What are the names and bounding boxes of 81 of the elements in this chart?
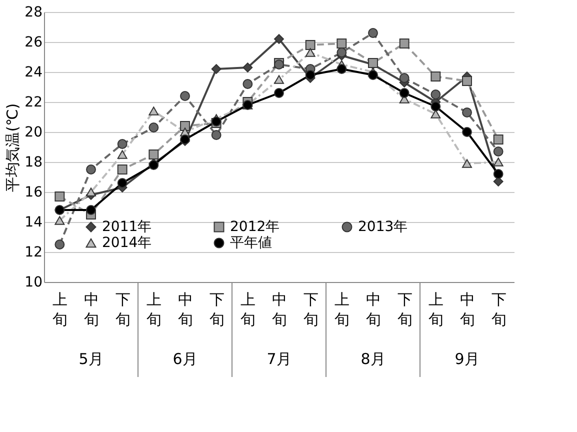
point bbox=[242, 79, 253, 89]
point bbox=[336, 64, 347, 74]
point bbox=[54, 240, 65, 250]
point bbox=[430, 90, 441, 100]
point bbox=[86, 188, 96, 196]
point bbox=[86, 205, 96, 215]
point bbox=[493, 158, 504, 166]
legend-label: 2012年 bbox=[230, 219, 280, 235]
point bbox=[180, 121, 190, 131]
point bbox=[148, 106, 159, 116]
point bbox=[54, 216, 65, 225]
point bbox=[242, 62, 253, 72]
point bbox=[148, 122, 159, 132]
point bbox=[180, 91, 190, 101]
point bbox=[117, 139, 128, 149]
y-tick-label: 18 bbox=[24, 154, 42, 170]
legend-label: 2013年 bbox=[358, 219, 408, 235]
point bbox=[117, 164, 128, 174]
x-tick-label: 中旬 bbox=[272, 290, 287, 328]
point bbox=[399, 88, 410, 98]
x-tick-label: 下旬 bbox=[209, 290, 224, 328]
point bbox=[211, 64, 222, 74]
point bbox=[430, 72, 441, 82]
x-tick-label: 中旬 bbox=[178, 290, 193, 328]
point bbox=[274, 75, 284, 84]
point bbox=[430, 110, 441, 118]
x-tick-label: 中旬 bbox=[84, 290, 99, 328]
legend-label: 平年値 bbox=[230, 235, 272, 251]
point bbox=[368, 70, 378, 80]
point bbox=[493, 134, 504, 144]
x-tick-label: 下旬 bbox=[303, 290, 318, 328]
point bbox=[399, 38, 410, 48]
text: 6月 bbox=[172, 350, 198, 368]
point bbox=[493, 169, 504, 179]
point bbox=[462, 159, 472, 168]
y-tick-label: 10 bbox=[24, 274, 42, 290]
point bbox=[305, 48, 316, 57]
point bbox=[493, 146, 504, 156]
y-axis-title: 平均気温(℃) bbox=[4, 103, 22, 192]
x-tick-label: 中旬 bbox=[366, 290, 381, 328]
x-tick-label: 上旬 bbox=[240, 290, 256, 328]
y-tick-label: 14 bbox=[24, 214, 43, 230]
point bbox=[368, 28, 378, 38]
y-tick-label: 26 bbox=[24, 34, 43, 50]
point bbox=[117, 150, 128, 159]
x-tick-label: 上旬 bbox=[428, 290, 444, 328]
point bbox=[336, 38, 347, 48]
point bbox=[117, 178, 128, 188]
legend-label: 2011年 bbox=[102, 219, 152, 235]
y-tick-label: 24 bbox=[24, 64, 43, 80]
x-tick-label: 下旬 bbox=[115, 290, 130, 328]
point bbox=[462, 76, 472, 86]
y-tick-label: 22 bbox=[24, 94, 42, 110]
text: 7月 bbox=[266, 350, 292, 368]
x-tick-label: 下旬 bbox=[397, 290, 412, 328]
point bbox=[86, 164, 96, 174]
x-tick-label: 下旬 bbox=[491, 290, 506, 328]
y-tick-label: 28 bbox=[24, 4, 42, 20]
x-tick-label: 上旬 bbox=[146, 290, 162, 328]
point bbox=[148, 150, 159, 160]
x-tick-label: 中旬 bbox=[460, 290, 475, 328]
y-tick-label: 20 bbox=[24, 124, 42, 140]
x-tick-label: 上旬 bbox=[334, 290, 350, 328]
text: 5月 bbox=[78, 350, 104, 368]
point bbox=[430, 102, 441, 112]
text: 9月 bbox=[454, 350, 480, 368]
point bbox=[274, 88, 284, 98]
point bbox=[336, 48, 347, 58]
point bbox=[274, 34, 284, 44]
point bbox=[211, 130, 222, 140]
point bbox=[462, 108, 472, 118]
y-tick-label: 12 bbox=[24, 244, 42, 260]
x-tick-label: 上旬 bbox=[52, 290, 68, 328]
legend-label: 2014年 bbox=[102, 235, 152, 251]
point bbox=[305, 40, 316, 50]
point bbox=[54, 192, 65, 202]
point bbox=[305, 70, 316, 80]
point bbox=[462, 127, 472, 137]
point bbox=[399, 73, 410, 83]
text: 8月 bbox=[360, 350, 386, 368]
y-tick-label: 16 bbox=[24, 184, 43, 200]
